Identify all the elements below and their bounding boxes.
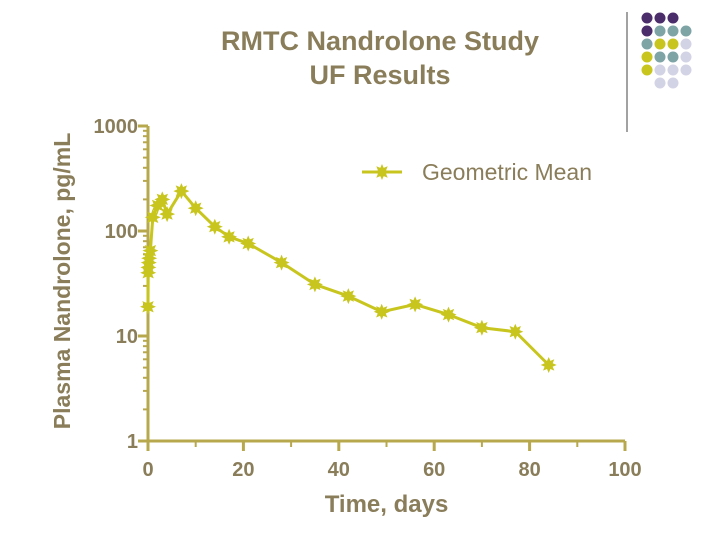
decorative-dot xyxy=(667,64,679,76)
data-point xyxy=(306,276,323,293)
decorative-dot xyxy=(641,25,653,37)
decorative-dot xyxy=(641,12,653,24)
decorative-dot xyxy=(667,12,679,24)
chart-axes: 1 10 100 1000 0 20 40 60 80 100 xyxy=(94,116,642,481)
legend-label: Geometric Mean xyxy=(422,159,592,185)
decorative-dot xyxy=(680,64,692,76)
chart-subtitle: UF Results xyxy=(309,60,451,90)
decorative-dot xyxy=(654,77,666,89)
decorative-dot xyxy=(667,38,679,50)
data-point xyxy=(142,242,159,259)
x-tick-label: 40 xyxy=(328,459,350,481)
x-tick-label: 60 xyxy=(423,459,445,481)
decorative-dot xyxy=(654,25,666,37)
decorative-dot xyxy=(654,51,666,63)
decorative-dot xyxy=(654,38,666,50)
decorative-dot xyxy=(680,25,692,37)
x-tick-label: 100 xyxy=(608,459,641,481)
data-point xyxy=(407,296,424,313)
y-axis-label: Plasma Nandrolone, pg/mL xyxy=(49,133,75,430)
chart-title-line1: RMTC Nandrolone Study xyxy=(221,26,539,56)
data-point xyxy=(373,303,390,320)
decorative-dot xyxy=(680,51,692,63)
decorative-dot xyxy=(641,38,653,50)
data-point xyxy=(221,228,238,245)
data-point xyxy=(187,200,204,217)
y-tick-label: 1000 xyxy=(94,116,139,138)
y-tick-label: 100 xyxy=(105,221,138,243)
y-tick-label: 10 xyxy=(116,326,138,348)
data-point xyxy=(473,319,490,336)
x-axis-label: Time, days xyxy=(325,491,449,518)
decorative-dot xyxy=(667,77,679,89)
x-tick-label: 20 xyxy=(232,459,254,481)
data-point xyxy=(340,288,357,305)
legend-marker xyxy=(374,164,390,180)
data-point xyxy=(240,235,257,252)
decorative-dot xyxy=(654,64,666,76)
data-point xyxy=(154,191,171,208)
decorative-dot xyxy=(667,51,679,63)
x-tick-label: 0 xyxy=(142,459,153,481)
data-point xyxy=(540,357,557,373)
data-point xyxy=(140,298,156,315)
decorative-dot xyxy=(641,64,653,76)
decorative-dot xyxy=(667,25,679,37)
chart-series xyxy=(140,183,557,373)
data-point xyxy=(273,254,290,271)
decorative-dot xyxy=(641,51,653,63)
data-point xyxy=(440,306,457,323)
data-point xyxy=(144,209,161,226)
chart-title: RMTC Nandrolone Study UF Results xyxy=(140,24,620,92)
data-point xyxy=(507,323,524,340)
decorative-dot xyxy=(680,38,692,50)
series-line xyxy=(146,189,550,367)
y-tick-label: 1 xyxy=(127,431,138,453)
chart-legend: Geometric Mean xyxy=(362,159,592,185)
data-point xyxy=(173,183,190,200)
data-point xyxy=(206,218,223,235)
data-point xyxy=(159,206,176,223)
decorative-dot xyxy=(654,12,666,24)
x-tick-label: 80 xyxy=(518,459,540,481)
